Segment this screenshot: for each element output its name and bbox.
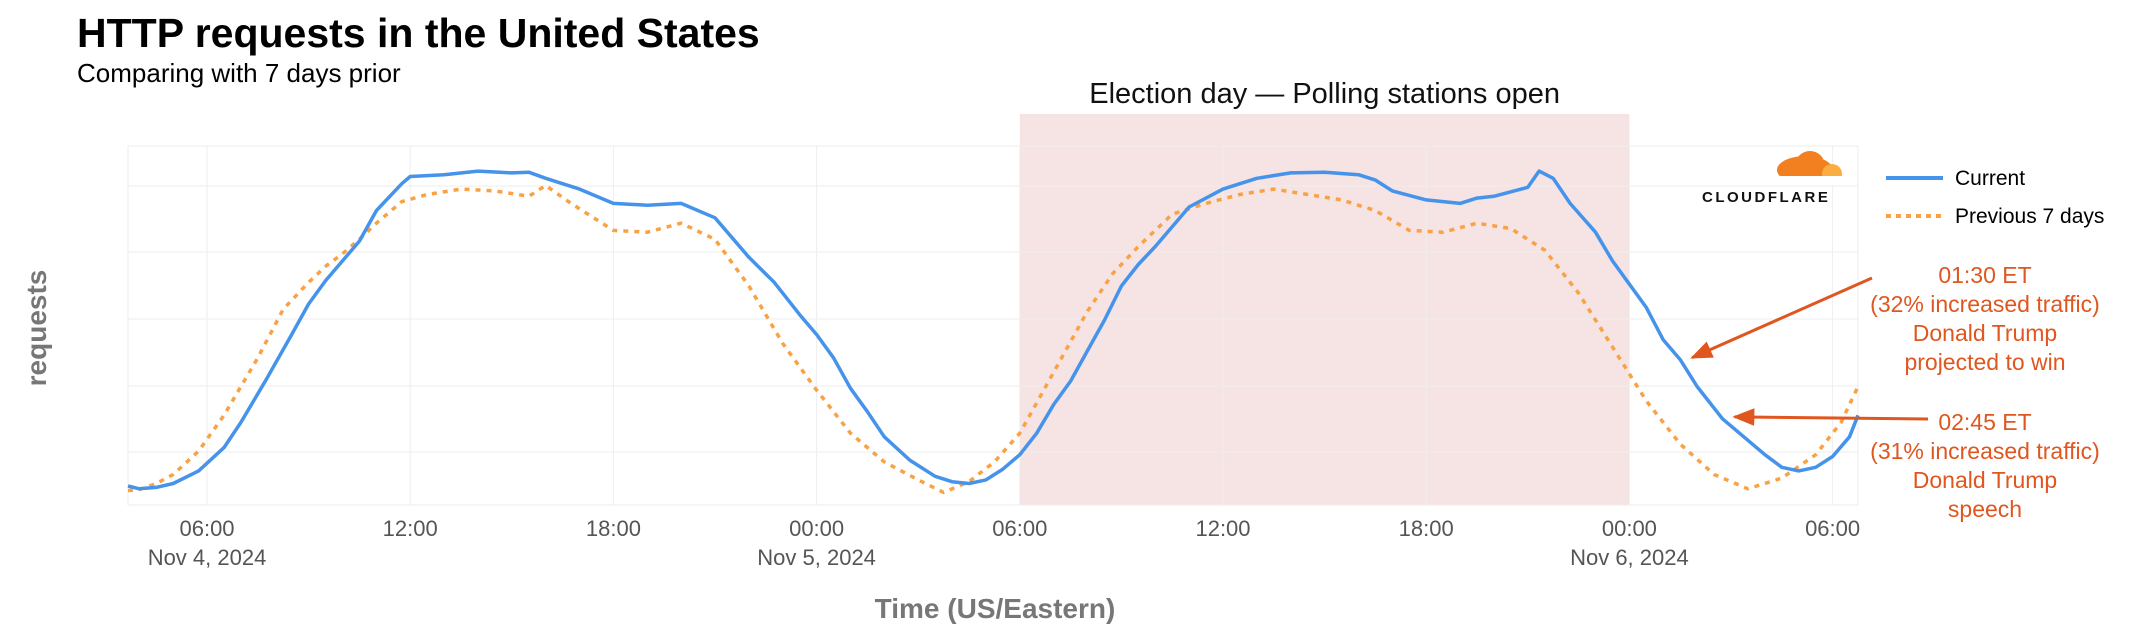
annotation-layer: 01:30 ET (32% increased traffic) Donald Tr…: [1690, 262, 2100, 522]
x-tick-label: 00:00: [789, 516, 844, 541]
annotation-text-line: Donald Trump: [1913, 467, 2057, 493]
legend-current-label: Current: [1955, 167, 2025, 190]
x-tick-date-label: Nov 4, 2024: [148, 545, 267, 570]
legend: Current Previous 7 days: [1886, 167, 2104, 228]
x-tick-label: 12:00: [383, 516, 438, 541]
x-tick-label: 06:00: [179, 516, 234, 541]
grid-layer: [127, 145, 1859, 506]
annotation-arrow: [1732, 408, 1929, 426]
annotation-text-line: projected to win: [1904, 349, 2065, 375]
annotation-text-line: (32% increased traffic): [1870, 291, 2100, 317]
x-tick-label: 12:00: [1195, 516, 1250, 541]
chart-title: HTTP requests in the United States: [77, 10, 760, 56]
series-current-line: [127, 169, 1860, 491]
x-tick-label: 18:00: [586, 516, 641, 541]
series-layer: [127, 169, 1860, 495]
x-axis-title: Time (US/Eastern): [875, 593, 1116, 624]
election-day-band-label: Election day — Polling stations open: [1089, 78, 1560, 110]
cloudflare-logo: CLOUDFLARE: [1702, 151, 1842, 206]
chart-subtitle: Comparing with 7 days prior: [77, 58, 401, 88]
y-axis-title: requests: [21, 270, 52, 387]
x-tick-label: 06:00: [992, 516, 1047, 541]
cloudflare-wordmark: CLOUDFLARE: [1702, 189, 1830, 206]
x-tick-label: 18:00: [1399, 516, 1454, 541]
x-tick-label: 06:00: [1805, 516, 1860, 541]
annotation-text-line: speech: [1948, 496, 2022, 522]
series-previous-line: [127, 183, 1860, 495]
annotation-text-line: 01:30 ET: [1938, 262, 2031, 288]
annotation-text-line: (31% increased traffic): [1870, 438, 2100, 464]
cloudflare-cloud-icon: [1776, 151, 1842, 185]
x-tick-layer: 06:00 Nov 4, 2024 12:00 18:00 00:00 Nov 5, 20…: [148, 516, 1860, 570]
election-day-band: [1019, 114, 1630, 505]
annotation-text-line: 02:45 ET: [1938, 409, 2031, 435]
annotation-text-line: Donald Trump: [1913, 320, 2057, 346]
plot-border: [127, 145, 1859, 506]
x-tick-date-label: Nov 6, 2024: [1570, 545, 1689, 570]
x-tick-label: 00:00: [1602, 516, 1657, 541]
x-tick-date-label: Nov 5, 2024: [757, 545, 876, 570]
legend-previous-label: Previous 7 days: [1955, 205, 2104, 228]
annotation-arrow: [1690, 276, 1873, 359]
highlight-band-layer: Election day — Polling stations open: [1019, 78, 1630, 505]
